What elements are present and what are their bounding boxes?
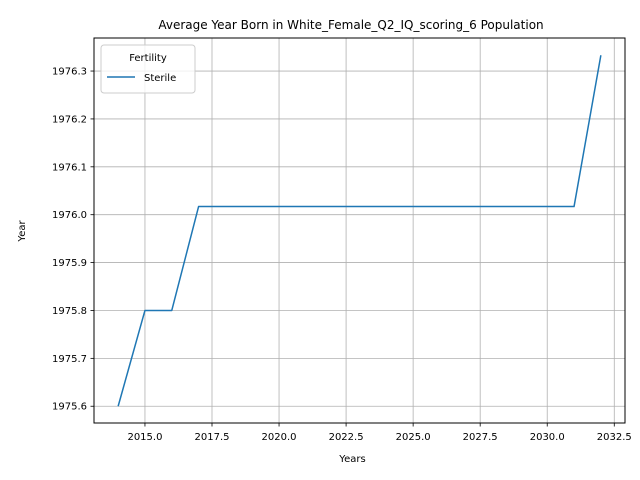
chart-title: Average Year Born in White_Female_Q2_IQ_… (158, 18, 543, 32)
y-tick-label: 1976.1 (52, 162, 87, 173)
y-tick-label: 1975.8 (52, 306, 87, 317)
plot-frame (93, 37, 626, 424)
series-line-sterile (117, 55, 602, 407)
y-tick-label: 1975.7 (52, 354, 87, 365)
x-tick-label: 2020.0 (262, 432, 297, 443)
series-layer (117, 55, 602, 407)
y-tick-label: 1976.3 (52, 67, 87, 78)
y-tick-label: 1975.9 (52, 258, 87, 269)
x-tick-label: 2032.5 (597, 432, 632, 443)
x-tick-label: 2017.5 (195, 432, 230, 443)
y-tick-label: 1975.6 (52, 402, 87, 413)
legend-label-sterile: Sterile (144, 73, 176, 84)
x-axis-ticks: 2015.0 2017.5 2020.0 2022.5 2025.0 2027.5 2030… (127, 423, 632, 443)
legend: Fertility Sterile (100, 44, 196, 94)
x-tick-label: 2015.0 (127, 432, 162, 443)
grid (94, 38, 625, 423)
x-axis-label: Years (338, 454, 365, 465)
legend-box (100, 44, 196, 94)
x-tick-label: 2025.0 (396, 432, 431, 443)
legend-title: Fertility (129, 53, 167, 64)
y-tick-label: 1976.0 (52, 210, 87, 221)
y-axis-label: Year (17, 220, 28, 243)
y-axis-ticks: 1975.6 1975.7 1975.8 1975.9 1976.0 1976.1 1976… (52, 67, 94, 413)
x-tick-label: 2030.0 (530, 432, 565, 443)
x-tick-label: 2027.5 (463, 432, 498, 443)
x-tick-label: 2022.5 (329, 432, 364, 443)
y-tick-label: 1976.2 (52, 114, 87, 125)
